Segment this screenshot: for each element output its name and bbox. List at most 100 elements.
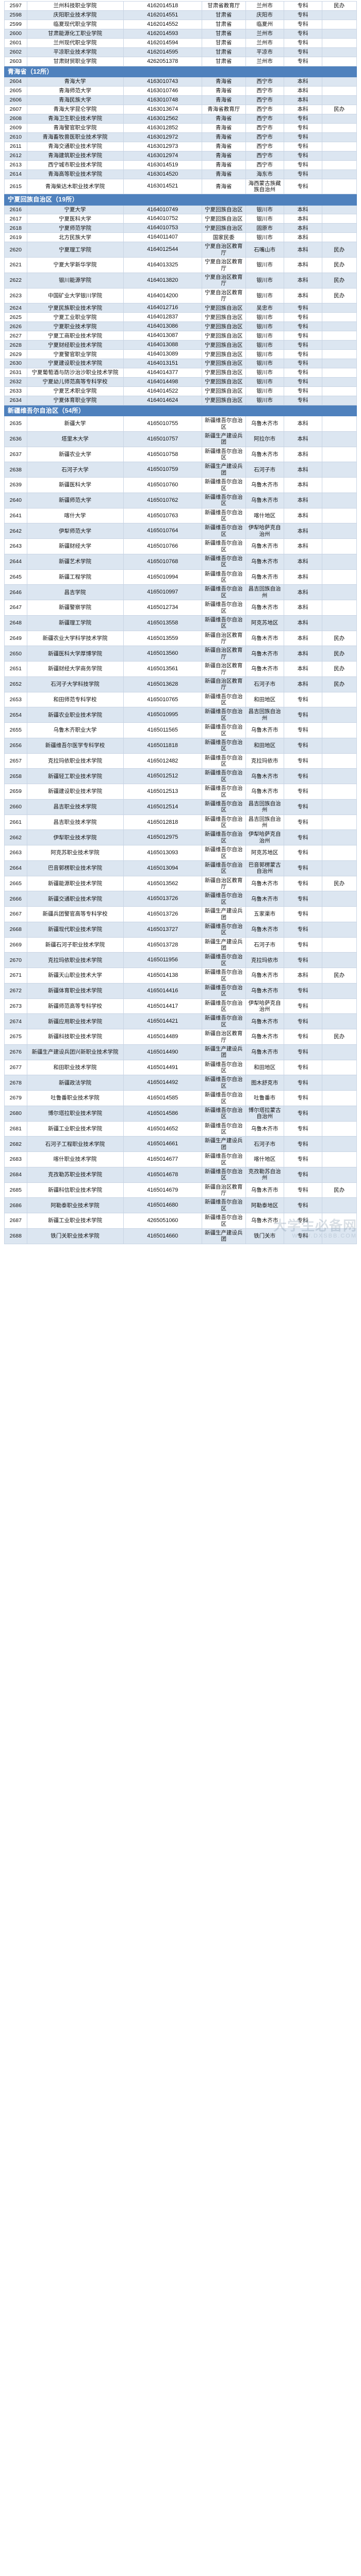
table-row[interactable]: 2601 兰州现代职业学院 4162014594 甘肃省 兰州市 专科: [4, 38, 357, 48]
table-row[interactable]: 2617 宁夏医科大学 4164010752 宁夏回族自治区 银川市 本科: [4, 214, 357, 224]
table-row[interactable]: 2615 青海柴达木职业技术学院 4163014521 青海省 海西蒙古族藏族自治州 专科: [4, 178, 357, 195]
table-row[interactable]: 2683 喀什职业技术学院 4165014677 新疆维吾尔自治区 喀什地区 专科: [4, 1151, 357, 1167]
table-row[interactable]: 2616 宁夏大学 4164010749 宁夏回族自治区 银川市 本科: [4, 205, 357, 215]
table-row[interactable]: 2597 兰州科技职业学院 4162014518 甘肃省教育厅 兰州市 专科 民办: [4, 1, 357, 11]
table-row[interactable]: 2634 宁夏体育职业学院 4164014624 宁夏回族自治区 银川市 专科: [4, 396, 357, 406]
table-row[interactable]: 2680 博尔塔拉职业技术学院 4165014586 新疆维吾尔自治区 博尔塔拉蒙古自治…: [4, 1105, 357, 1122]
table-row[interactable]: 2612 青海建筑职业技术学院 4163012974 青海省 西宁市 专科: [4, 150, 357, 161]
table-row[interactable]: 2650 新疆医科大学厚博学院 4165013560 新疆自治区教育厅 乌鲁木齐市 本科民…: [4, 646, 357, 662]
table-row[interactable]: 2673 新疆师范高等专科学校 4165014417 新疆维吾尔自治区 伊犁哈萨克自治州…: [4, 998, 357, 1014]
table-row[interactable]: 2642 伊犁师范大学 4165010764 新疆维吾尔自治区 伊犁哈萨克自治州 本科: [4, 523, 357, 539]
table-row[interactable]: 2685 新疆科信职业技术学院 4165014679 新疆自治区教育厅 乌鲁木齐市 专科民…: [4, 1182, 357, 1198]
table-row[interactable]: 2600 甘肃能源化工职业学院 4162014593 甘肃省 兰州市 专科: [4, 28, 357, 39]
table-row[interactable]: 2607 青海大学昆仑学院 4163013674 青海省教育厅 西宁市 本科 民办: [4, 104, 357, 114]
table-row[interactable]: 2684 克孜勒苏职业技术学院 4165014678 新疆维吾尔自治区 克孜勒苏自治州专…: [4, 1166, 357, 1183]
table-row[interactable]: 2611 青海交通职业技术学院 4163012973 青海省 西宁市 专科: [4, 141, 357, 151]
table-row[interactable]: 2641 喀什大学 4165010763 新疆维吾尔自治区 喀什地区 本科: [4, 507, 357, 524]
table-row[interactable]: 2619 北方民族大学 4164011407 国家民委 银川市 本科: [4, 232, 357, 243]
education-level: 本科: [283, 661, 322, 677]
table-row[interactable]: 2662 伊犁职业技术学院 4165012975 新疆维吾尔自治区 伊犁哈萨克自治州 专科: [4, 829, 357, 846]
table-row[interactable]: 2599 临夏现代职业学院 4162014552 甘肃省 临夏州 专科: [4, 19, 357, 29]
table-row[interactable]: 2605 青海师范大学 4163010746 青海省 西宁市 本科: [4, 86, 357, 96]
school-name: 克孜勒苏职业技术学院: [26, 1166, 124, 1183]
table-row[interactable]: 2606 青海民族大学 4163010748 青海省 西宁市 本科: [4, 95, 357, 105]
table-row[interactable]: 2676 新疆生产建设兵团兴新职业技术学院 4165014490 新疆生产建设兵团 乌鲁…: [4, 1044, 357, 1060]
table-row[interactable]: 2667 新疆兵团警官高等专科学校 4165013726 新疆生产建设兵团 五家渠市 专科: [4, 906, 357, 922]
table-row[interactable]: 2603 甘肃财贸职业学院 4262051378 甘肃省 兰州市 专科: [4, 56, 357, 66]
table-row[interactable]: 2651 新疆财经大学商务学院 4165013561 新疆自治区教育厅 乌鲁木齐市 本科民…: [4, 661, 357, 677]
table-row[interactable]: 2633 宁夏艺术职业学院 4164014522 宁夏回族自治区 银川市 专科: [4, 386, 357, 397]
table-row[interactable]: 2648 新疆理工学院 4165013558 新疆维吾尔自治区 阿克苏地区 本科: [4, 615, 357, 631]
table-row[interactable]: 2620 宁夏理工学院 4164012544 宁夏自治区教育厅 石嘴山市 本科 民办: [4, 242, 357, 258]
table-row[interactable]: 2659 新疆建设职业技术学院 4165012513 新疆维吾尔自治区 乌鲁木齐市 专科: [4, 784, 357, 800]
table-row[interactable]: 2653 和田师范专科学校 4165010765 新疆维吾尔自治区 和田地区 专科: [4, 691, 357, 708]
table-row[interactable]: 2645 新疆工程学院 4165010994 新疆维吾尔自治区 乌鲁木齐市 本科: [4, 569, 357, 585]
table-row[interactable]: 2643 新疆财经大学 4165010766 新疆维吾尔自治区 乌鲁木齐市 本科: [4, 538, 357, 554]
table-row[interactable]: 2629 宁夏警官职业学院 4164013089 宁夏回族自治区 银川市 专科: [4, 349, 357, 360]
table-row[interactable]: 2681 新疆工业职业技术学院 4165014652 新疆维吾尔自治区 乌鲁木齐市 专科: [4, 1121, 357, 1137]
table-row[interactable]: 2609 青海警官职业学院 4163012852 青海省 西宁市 专科: [4, 123, 357, 133]
table-row[interactable]: 2613 西宁城市职业技术学院 4163014519 青海省 西宁市 专科: [4, 160, 357, 170]
row-index: 2608: [4, 113, 27, 124]
table-row[interactable]: 2660 昌吉职业技术学院 4165012514 新疆维吾尔自治区 昌吉回族自治州 专科: [4, 799, 357, 815]
table-row[interactable]: 2671 新疆天山职业技术大学 4165014138 新疆维吾尔自治区 乌鲁木齐市 本科民…: [4, 968, 357, 984]
table-row[interactable]: 2657 克拉玛依职业技术学院 4165012482 新疆维吾尔自治区 克拉玛依市 专科: [4, 753, 357, 769]
school-name: 乌鲁木齐职业大学: [26, 722, 124, 738]
table-row[interactable]: 2630 宁夏建设职业技术学院 4164013151 宁夏回族自治区 银川市 专科: [4, 359, 357, 369]
table-row[interactable]: 2686 阿勒泰职业技术学院 4165014680 新疆维吾尔自治区 阿勒泰地区 专科: [4, 1197, 357, 1214]
table-row[interactable]: 2664 巴音郭楞职业技术学院 4165013094 新疆维吾尔自治区 巴音郭楞蒙古自治…: [4, 860, 357, 876]
table-row[interactable]: 2647 新疆警察学院 4165012734 新疆维吾尔自治区 乌鲁木齐市 本科: [4, 600, 357, 616]
table-row[interactable]: 2669 新疆石河子职业技术学院 4165013728 新疆生产建设兵团 石河子市 专科: [4, 937, 357, 953]
table-row[interactable]: 2675 新疆科技职业技术学院 4165014489 新疆自治区教育厅 乌鲁木齐市 专科民…: [4, 1029, 357, 1045]
table-row[interactable]: 2640 新疆师范大学 4165010762 新疆维吾尔自治区 乌鲁木齐市 本科: [4, 492, 357, 509]
table-row[interactable]: 2687 新疆工业职业技术学院 4265051060 新疆维吾尔自治区 乌鲁木齐市 专科: [4, 1213, 357, 1229]
table-row[interactable]: 2639 新疆医科大学 4165010760 新疆维吾尔自治区 乌鲁木齐市 本科: [4, 477, 357, 493]
table-row[interactable]: 2631 宁夏葡萄酒与防沙治沙职业技术学院 4164014377 宁夏回族自治区 银川市…: [4, 368, 357, 378]
education-level: 专科: [283, 340, 322, 350]
table-row[interactable]: 2661 昌吉职业技术学院 4165012818 新疆维吾尔自治区 昌吉回族自治州 专科: [4, 814, 357, 831]
table-row[interactable]: 2688 铁门关职业技术学院 4165014660 新疆生产建设兵团 铁门关市 专科: [4, 1228, 357, 1244]
table-row[interactable]: 2649 新疆农业大学科学技术学院 4165013559 新疆自治区教育厅 乌鲁木齐市本…: [4, 630, 357, 647]
row-index: 2635: [4, 416, 27, 432]
table-row[interactable]: 2626 宁夏职业技术学院 4164013086 宁夏回族自治区 银川市 专科: [4, 321, 357, 332]
table-row[interactable]: 2614 青海高等职业技术学院 4163014520 青海省 海东市 专科: [4, 169, 357, 179]
school-code: 4164014377: [123, 368, 202, 378]
table-row[interactable]: 2625 宁夏工业职业学院 4164012837 宁夏回族自治区 银川市 专科: [4, 312, 357, 323]
table-row[interactable]: 2682 石河子工程职业技术学院 4165014661 新疆生产建设兵团 石河子市 专科: [4, 1136, 357, 1153]
table-row[interactable]: 2670 克拉玛依职业技术学院 4165011956 新疆维吾尔自治区 克拉玛依市 专科: [4, 952, 357, 969]
table-row[interactable]: 2655 乌鲁木齐职业大学 4165011565 新疆维吾尔自治区 乌鲁木齐市 专科: [4, 722, 357, 738]
table-row[interactable]: 2621 宁夏大学新华学院 4164013325 宁夏自治区教育厅 银川市 本科 民办: [4, 257, 357, 273]
table-row[interactable]: 2623 中国矿业大学银川学院 4164014200 宁夏自治区教育厅 银川市 本科 民办: [4, 287, 357, 304]
table-row[interactable]: 2652 石河子大学科技学院 4165013628 新疆自治区教育厅 石河子市 本科 民办: [4, 676, 357, 692]
table-row[interactable]: 2672 新疆体育职业技术学院 4165014416 新疆维吾尔自治区 乌鲁木齐市 专科: [4, 982, 357, 999]
table-row[interactable]: 2679 吐鲁番职业技术学院 4165014585 新疆维吾尔自治区 吐鲁番市 专科: [4, 1090, 357, 1106]
table-row[interactable]: 2602 平凉职业技术学院 4162014595 甘肃省 平凉市 专科: [4, 47, 357, 57]
table-row[interactable]: 2638 石河子大学 4165010759 新疆生产建设兵团 石河子市 本科: [4, 462, 357, 478]
table-row[interactable]: 2646 昌吉学院 4165010997 新疆维吾尔自治区 昌吉回族自治州 本科: [4, 584, 357, 601]
table-row[interactable]: 2666 新疆交通职业技术学院 4165013726 新疆维吾尔自治区 乌鲁木齐市 专科: [4, 891, 357, 907]
table-row[interactable]: 2658 新疆轻工职业技术学院 4165012512 新疆维吾尔自治区 乌鲁木齐市 专科: [4, 768, 357, 785]
table-row[interactable]: 2622 银川能源学院 4164013820 宁夏自治区教育厅 银川市 本科 民办: [4, 272, 357, 289]
location-city: 西宁市: [245, 76, 284, 87]
table-row[interactable]: 2636 塔里木大学 4165010757 新疆生产建设兵团 阿拉尔市 本科: [4, 431, 357, 447]
table-row[interactable]: 2665 新疆能源职业技术学院 4165013562 新疆自治区教育厅 乌鲁木齐市 专科民…: [4, 875, 357, 892]
table-row[interactable]: 2598 庆阳职业技术学院 4162014551 甘肃省 庆阳市 专科: [4, 10, 357, 20]
table-row[interactable]: 2663 阿克苏职业技术学院 4165013093 新疆维吾尔自治区 阿克苏地区 专科: [4, 845, 357, 861]
table-row[interactable]: 2632 宁夏幼儿师范高等专科学校 4164014498 宁夏回族自治区 银川市 专科: [4, 377, 357, 387]
table-row[interactable]: 2627 宁夏工商职业技术学院 4164013087 宁夏回族自治区 银川市 专科: [4, 331, 357, 341]
table-row[interactable]: 2604 青海大学 4163010743 青海省 西宁市 本科: [4, 76, 357, 87]
table-row[interactable]: 2608 青海卫生职业技术学院 4163012562 青海省 西宁市 专科: [4, 113, 357, 124]
table-row[interactable]: 2678 新疆政法学院 4165014492 新疆维吾尔自治区 图木舒克市 专科: [4, 1075, 357, 1091]
table-row[interactable]: 2618 宁夏师范学院 4164010753 宁夏回族自治区 固原市 本科: [4, 223, 357, 233]
table-row[interactable]: 2674 新疆应用职业技术学院 4165014421 新疆维吾尔自治区 乌鲁木齐市 专科: [4, 1013, 357, 1030]
table-row[interactable]: 2628 宁夏财经职业技术学院 4164013088 宁夏回族自治区 银川市 专科: [4, 340, 357, 350]
table-row[interactable]: 2644 新疆艺术学院 4165010768 新疆维吾尔自治区 乌鲁木齐市 本科: [4, 553, 357, 570]
table-row[interactable]: 2654 新疆农业职业技术学院 4165010995 新疆维吾尔自治区 昌吉回族自治州专…: [4, 707, 357, 723]
table-row[interactable]: 2668 新疆现代职业技术学院 4165013727 新疆维吾尔自治区 乌鲁木齐市 专科: [4, 921, 357, 938]
table-row[interactable]: 2656 新疆维吾尔医学专科学校 4165011818 新疆维吾尔自治区 和田地区 专科: [4, 737, 357, 754]
table-row[interactable]: 2624 宁夏民族职业技术学院 4164012716 宁夏回族自治区 吴忠市 专科: [4, 303, 357, 313]
table-row[interactable]: 2635 新疆大学 4165010755 新疆维吾尔自治区 乌鲁木齐市 本科: [4, 416, 357, 432]
table-row[interactable]: 2637 新疆农业大学 4165010758 新疆维吾尔自治区 乌鲁木齐市 本科: [4, 446, 357, 463]
table-row[interactable]: 2677 和田职业技术学院 4165014491 新疆维吾尔自治区 和田地区 专科: [4, 1059, 357, 1076]
table-row[interactable]: 2610 青海畜牧兽医职业技术学院 4163012972 青海省 西宁市 专科: [4, 132, 357, 142]
